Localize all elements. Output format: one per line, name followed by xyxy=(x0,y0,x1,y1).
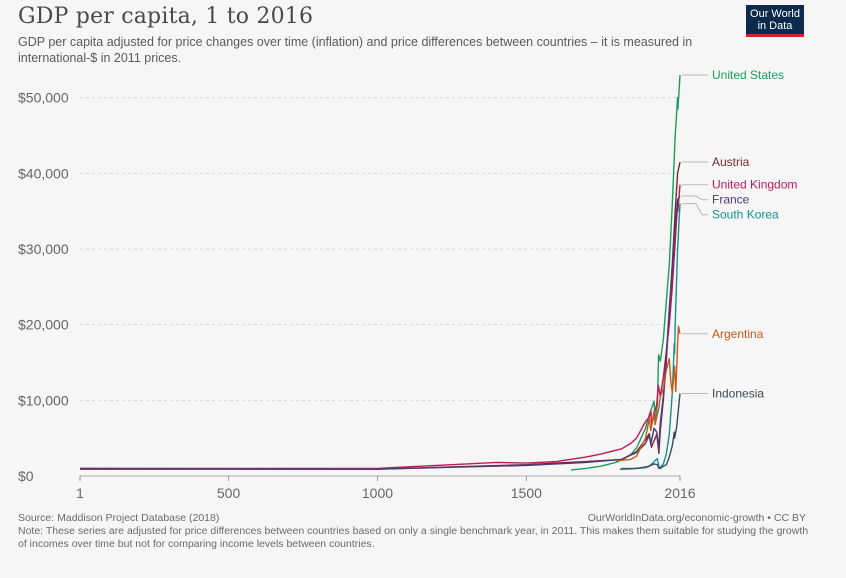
x-tick-label: 1500 xyxy=(511,485,542,501)
x-tick-label: 1000 xyxy=(362,485,393,501)
series-line-argentina xyxy=(615,325,681,462)
end-label-france: France xyxy=(712,193,750,207)
x-tick-label: 500 xyxy=(217,485,241,501)
end-label-united-states: United States xyxy=(712,68,784,82)
series-line-indonesia xyxy=(620,393,681,470)
logo-line-1: Our World xyxy=(750,8,800,20)
chart-title: GDP per capita, 1 to 2016 xyxy=(18,4,314,29)
footnote: Note: These series are adjusted for pric… xyxy=(18,525,809,550)
series-line-france xyxy=(79,195,681,470)
source-url-link[interactable]: OurWorldInData.org/economic-growth • CC … xyxy=(587,512,806,524)
y-tick-label: $10,000 xyxy=(18,392,69,408)
end-label-argentina: Argentina xyxy=(712,327,764,341)
y-tick-label: $0 xyxy=(18,468,34,484)
logo-line-2: in Data xyxy=(757,20,793,32)
end-label-south-korea: South Korea xyxy=(712,208,779,222)
chart-subtitle: GDP per capita adjusted for price change… xyxy=(18,35,693,65)
end-label-austria: Austria xyxy=(712,155,750,169)
end-label-united-kingdom: United Kingdom xyxy=(712,178,797,192)
x-tick-label: 2016 xyxy=(664,485,695,501)
x-tick-label: 1 xyxy=(76,485,84,501)
y-tick-label: $20,000 xyxy=(18,317,69,333)
series-line-united-kingdom xyxy=(80,184,681,470)
source-text: Source: Maddison Project Database (2018) xyxy=(18,512,220,524)
series-line-austria xyxy=(80,161,681,470)
owid-logo[interactable]: Our World in Data xyxy=(746,5,804,37)
y-tick-label: $30,000 xyxy=(18,241,69,257)
end-label-indonesia: Indonesia xyxy=(712,387,764,401)
label-connector-south-korea xyxy=(682,203,708,216)
series-line-united-states xyxy=(570,74,681,471)
label-connector-france xyxy=(682,195,708,201)
y-tick-label: $40,000 xyxy=(18,165,69,181)
y-tick-label: $50,000 xyxy=(18,90,69,106)
